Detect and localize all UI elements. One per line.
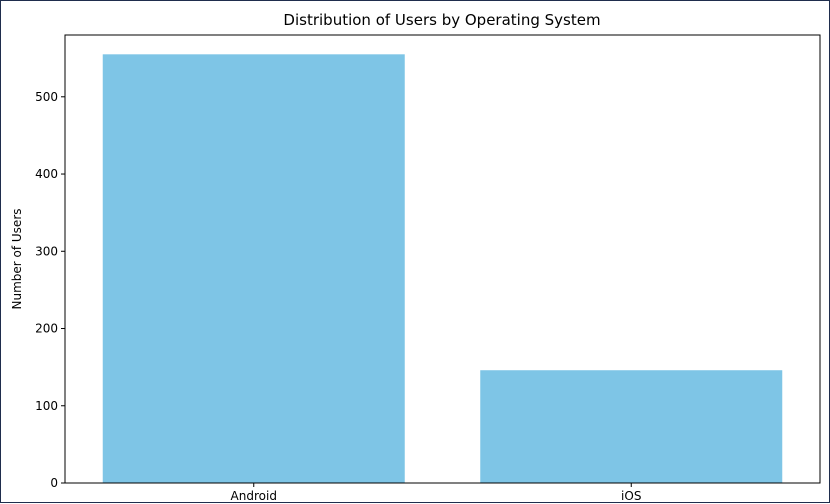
bar-android bbox=[102, 54, 405, 484]
y-tick-label: 500 bbox=[35, 90, 58, 104]
y-axis-label: Number of Users bbox=[10, 208, 24, 309]
y-tick-label: 200 bbox=[35, 322, 58, 336]
plot-border bbox=[64, 34, 821, 484]
plot-area: Android iOS 0 100 200 300 400 500 bbox=[35, 34, 821, 503]
y-tick-label: 0 bbox=[50, 476, 58, 490]
x-tick-label: iOS bbox=[621, 489, 641, 503]
chart-title: Distribution of Users by Operating Syste… bbox=[283, 11, 600, 29]
y-tick-label: 100 bbox=[35, 399, 58, 413]
bar-ios bbox=[480, 370, 783, 483]
x-tick-label: Android bbox=[231, 489, 277, 503]
y-tick-label: 400 bbox=[35, 167, 58, 181]
y-tick-label: 300 bbox=[35, 244, 58, 258]
